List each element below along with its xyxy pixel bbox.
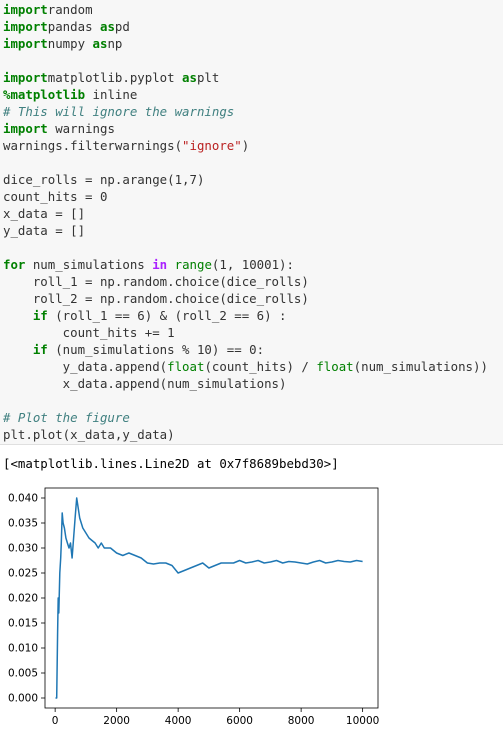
series-line xyxy=(55,497,363,699)
code-cell[interactable]: importrandom importpandas aspd importnumpy… xyxy=(0,0,503,445)
code-token: "ignore" xyxy=(182,138,242,153)
y-tick-label: 0.035 xyxy=(8,518,38,530)
output-text: [<matplotlib.lines.Line2D at 0x7f8689beb… xyxy=(3,456,339,471)
code-token: x_data = [] xyxy=(3,206,86,221)
code-line: # Plot the figure xyxy=(3,409,130,426)
code-token: numpy xyxy=(47,36,93,51)
code-line: # This will ignore the warnings xyxy=(3,103,234,120)
code-token: inline xyxy=(85,87,138,102)
code-token: ) xyxy=(241,138,250,153)
code-token: as xyxy=(99,19,115,34)
code-token xyxy=(167,257,174,272)
code-token: if xyxy=(32,342,48,357)
code-token: (roll_1 == 6) & (roll_2 == 6) : xyxy=(47,308,287,323)
code-line: y_data = [] xyxy=(3,222,85,239)
code-token: dice_rolls = np.arange(1,7) xyxy=(3,172,205,187)
code-token: warnings.filterwarnings( xyxy=(3,138,183,153)
y-tick-label: 0.010 xyxy=(8,643,38,655)
code-token: roll_1 = np.random.choice(dice_rolls) xyxy=(3,274,309,289)
code-line: dice_rolls = np.arange(1,7) xyxy=(3,171,204,188)
code-line: y_data.append(float(count_hits) / float(… xyxy=(3,358,488,375)
code-line: %matplotlib inline xyxy=(3,86,137,103)
code-token xyxy=(3,342,33,357)
code-token: import xyxy=(3,36,48,51)
y-tick-label: 0.040 xyxy=(8,493,38,505)
code-token: plt.plot(x_data,y_data) xyxy=(3,427,175,442)
y-tick-label: 0.015 xyxy=(8,618,38,630)
code-token: y_data = [] xyxy=(3,223,86,238)
code-token: (num_simulations)) xyxy=(353,359,488,374)
code-line: importmatplotlib.pyplot asplt xyxy=(3,69,219,86)
x-tick-label: 2000 xyxy=(103,715,130,727)
code-token: roll_2 = np.random.choice(dice_rolls) xyxy=(3,291,309,306)
y-tick-label: 0.025 xyxy=(8,568,38,580)
code-token: (num_simulations % 10) == 0: xyxy=(47,342,265,357)
code-token: count_hits += 1 xyxy=(3,325,175,340)
x-tick-label: 0 xyxy=(52,715,59,727)
code-line: importpandas aspd xyxy=(3,18,130,35)
code-token: warnings xyxy=(47,121,115,136)
code-token: random xyxy=(47,2,93,17)
code-token: in xyxy=(152,257,168,272)
code-line: roll_1 = np.random.choice(dice_rolls) xyxy=(3,273,309,290)
code-token: as xyxy=(92,36,108,51)
code-line: roll_2 = np.random.choice(dice_rolls) xyxy=(3,290,309,307)
code-token: plt xyxy=(196,70,220,85)
x-tick-label: 10000 xyxy=(346,715,379,727)
code-line: importnumpy asnp xyxy=(3,35,122,52)
code-token: (count_hits) / xyxy=(204,359,317,374)
code-token: as xyxy=(182,70,197,85)
code-token: pandas xyxy=(47,19,100,34)
code-token: float xyxy=(167,359,205,374)
code-token: if xyxy=(32,308,48,323)
code-token: range xyxy=(174,257,212,272)
code-token: pd xyxy=(114,19,130,34)
code-line: count_hits += 1 xyxy=(3,324,175,341)
code-line: x_data.append(num_simulations) xyxy=(3,375,287,392)
code-token: np xyxy=(107,36,123,51)
code-line: warnings.filterwarnings("ignore") xyxy=(3,137,249,154)
code-line: for num_simulations in range(1, 10001): xyxy=(3,256,294,273)
code-token: float xyxy=(316,359,354,374)
y-tick-label: 0.020 xyxy=(8,593,38,605)
code-token: y_data.append( xyxy=(3,359,168,374)
x-tick-label: 6000 xyxy=(226,715,253,727)
code-token: (1, 10001): xyxy=(211,257,294,272)
code-token xyxy=(3,308,33,323)
code-token: # Plot the figure xyxy=(3,410,130,425)
code-token: num_simulations xyxy=(25,257,153,272)
y-tick-label: 0.000 xyxy=(8,693,38,705)
code-line: if (roll_1 == 6) & (roll_2 == 6) : xyxy=(3,307,287,324)
code-token: matplotlib.pyplot xyxy=(47,70,183,85)
code-token: count_hits = 0 xyxy=(3,189,108,204)
code-token: x_data.append(num_simulations) xyxy=(3,376,287,391)
code-token: import xyxy=(3,121,48,136)
x-tick-label: 4000 xyxy=(165,715,192,727)
code-line: import warnings xyxy=(3,120,115,137)
plot-frame xyxy=(44,487,379,709)
code-line: plt.plot(x_data,y_data) xyxy=(3,426,175,443)
code-token: import xyxy=(3,70,48,85)
code-token: %matplotlib xyxy=(3,87,86,102)
code-token: import xyxy=(3,2,48,17)
x-tick-label: 8000 xyxy=(288,715,315,727)
code-line: importrandom xyxy=(3,1,93,18)
code-line: if (num_simulations % 10) == 0: xyxy=(3,341,264,358)
y-tick-label: 0.005 xyxy=(8,668,38,680)
line-chart: 0 2000 4000 6000 8000 10000 0.000 0.005 0.010 0.0… xyxy=(8,487,379,727)
y-tick-label: 0.030 xyxy=(8,543,38,555)
code-token: for xyxy=(3,257,26,272)
code-token: import xyxy=(3,19,48,34)
code-line: count_hits = 0 xyxy=(3,188,107,205)
code-token: # This will ignore the warnings xyxy=(3,104,235,119)
code-line: x_data = [] xyxy=(3,205,85,222)
